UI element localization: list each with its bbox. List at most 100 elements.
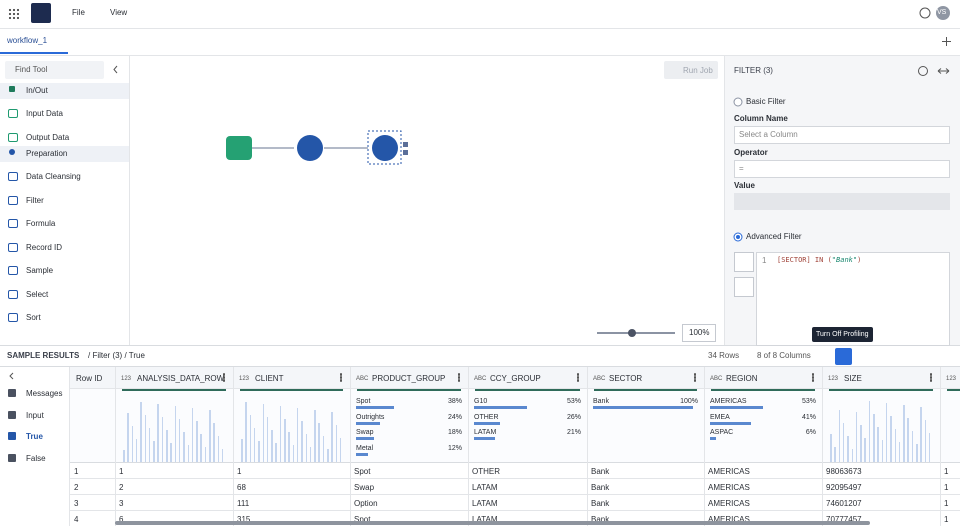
apps-icon[interactable] [8,8,19,19]
column-name[interactable]: SIZE [844,374,862,383]
tool[interactable]: Record ID [26,242,63,252]
tool[interactable]: Formula [26,219,56,228]
nav-item[interactable]: Input [26,410,44,420]
code: [SECTOR] IN ( [777,256,832,264]
column-menu[interactable] [930,373,932,382]
column-count[interactable]: 8 of 8 Columns [757,351,811,360]
group-name[interactable]: Preparation [26,149,68,158]
tool[interactable]: Input Data [26,109,63,118]
column-menu[interactable] [577,373,579,382]
cell: Bank [591,499,610,508]
code: "Bank" [831,256,858,264]
radio-label[interactable]: Advanced Filter [746,232,802,241]
group-name[interactable]: In/Out [26,86,48,95]
cleanse-node[interactable] [297,135,323,161]
select-placeholder[interactable]: Select a Column [739,130,798,139]
tool[interactable]: Output Data [26,132,70,142]
tooltip: Turn Off Profiling [816,331,869,338]
results-title: SAMPLE RESULTS [7,351,80,360]
histogram-bar [327,449,329,462]
filter-node[interactable] [372,135,398,161]
run-button[interactable] [664,61,718,79]
tool-icon [8,289,18,299]
cell: 3 [119,499,124,508]
cell: 1 [237,467,242,476]
column-accent [947,389,960,391]
cell: 68 [237,483,246,492]
profile-bar [356,437,374,440]
profile-bar [474,437,495,440]
histogram-bar [170,443,172,462]
nav-item[interactable]: Messages [26,389,63,398]
histogram-bar [241,439,243,462]
histogram-bar [860,425,862,462]
run-job[interactable]: Run Job [683,66,713,75]
tool[interactable]: Sort [26,313,41,322]
histogram-bar [161,417,164,462]
histogram-bar [868,401,871,462]
group-icon [9,149,15,155]
column-name[interactable]: CLIENT [255,374,284,383]
zoom[interactable]: 100% [689,328,710,337]
column-menu[interactable] [340,373,342,382]
tool[interactable]: Data Cleansing [26,172,81,181]
histogram-bar [842,423,845,462]
column-name[interactable]: ANALYSIS_DATA_ROW [137,374,225,383]
cell: Option [354,499,378,508]
nav-icon [8,453,16,462]
histogram-bar [288,432,290,462]
tool-icon [8,242,18,252]
cell: 111 [237,499,250,508]
column-divider [940,367,941,526]
type-badge: 123 [239,376,250,382]
histogram-bar [881,440,884,462]
column-divider [704,367,705,526]
menu[interactable]: File [72,8,85,17]
histogram-bar [253,428,256,462]
cell: LATAM [472,483,498,492]
column-accent [711,389,815,391]
cell: OTHER [472,467,500,476]
operator[interactable]: = [739,164,744,173]
column-name[interactable]: SECTOR [609,374,643,383]
scrollbar[interactable] [115,521,870,525]
column-menu[interactable] [812,373,814,382]
cell: 98063673 [826,467,862,476]
tab[interactable]: workflow_1 [7,36,48,45]
column-name[interactable]: PRODUCT_GROUP [372,374,446,383]
histogram-bar [157,404,159,462]
search-placeholder: Find Tool [15,65,48,74]
profile-bar [356,406,394,409]
search-box[interactable] [5,61,104,79]
add-tab[interactable] [946,37,947,46]
breadcrumb: / Filter (3) / True [88,351,145,360]
tool[interactable]: Sample [26,266,54,275]
profile-pct: 100% [680,398,698,405]
histogram-bar [213,423,215,462]
column-name[interactable]: CCY_GROUP [490,374,541,383]
histogram-bar [296,408,299,462]
results-nav [0,367,70,526]
cell: AMERICAS [708,483,750,492]
radio-label[interactable]: Basic Filter [746,97,786,106]
histogram-bar [851,449,853,462]
tool-icon [8,266,18,275]
column-menu[interactable] [458,373,460,382]
nav-item[interactable]: True [26,432,43,441]
nav-item[interactable]: False [26,453,46,463]
input-node[interactable] [226,136,252,160]
column-name[interactable]: REGION [726,374,758,383]
cell: 74601207 [826,499,862,508]
tool[interactable]: Filter [26,195,44,205]
histogram-bar [924,420,927,462]
column-menu[interactable] [694,373,696,382]
tool[interactable]: Select [26,289,49,299]
cell: Bank [591,483,610,492]
histogram-bar [279,406,282,462]
panel-title: FILTER (3) [734,66,773,75]
menu[interactable]: View [110,8,128,17]
histogram-bar [318,423,320,462]
column-menu[interactable] [223,373,225,382]
code: ) [857,256,862,264]
results-header [0,345,960,367]
